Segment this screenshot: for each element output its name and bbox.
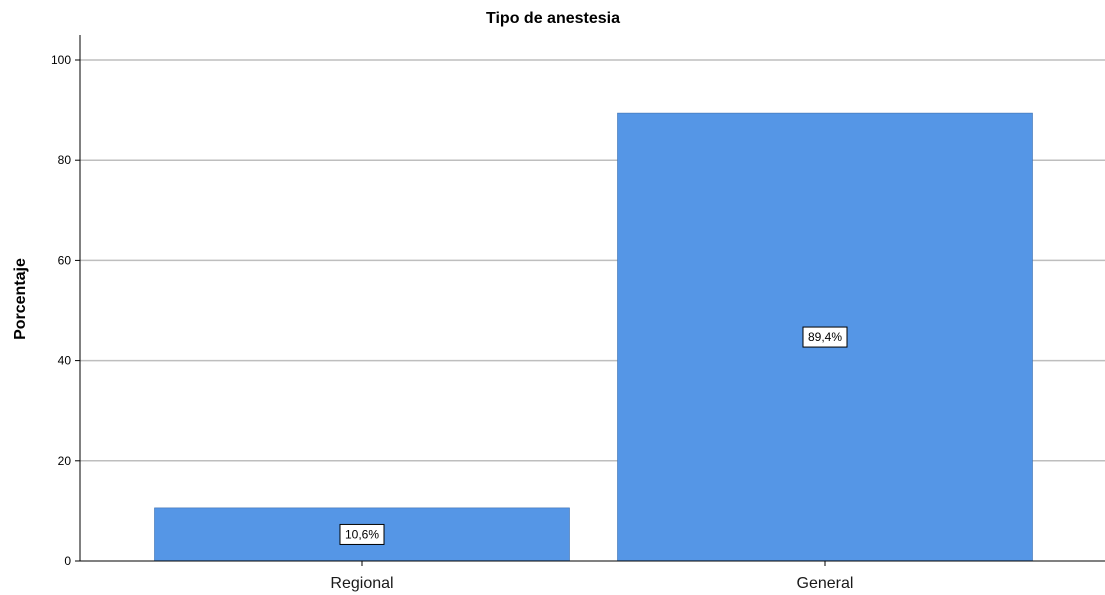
y-tick-label: 20 <box>58 454 72 468</box>
axes: 0 20 40 60 80 100 Regional General <box>51 35 1105 592</box>
data-labels: 10,6% 89,4% <box>339 326 848 545</box>
y-tick-label: 60 <box>58 253 72 267</box>
y-axis-label: Porcentaje <box>12 258 29 340</box>
y-tick-label: 40 <box>58 354 72 368</box>
y-tick-label: 100 <box>51 53 71 67</box>
y-tick-label: 80 <box>58 153 72 167</box>
x-tick-label: General <box>797 575 854 592</box>
y-tick-label: 0 <box>64 554 71 568</box>
chart-title: Tipo de anestesia <box>486 10 620 27</box>
data-label: 10,6% <box>345 527 379 541</box>
bars <box>154 112 1033 562</box>
data-label: 89,4% <box>808 330 842 344</box>
data-label-box <box>802 326 848 348</box>
data-label-box <box>339 523 385 545</box>
x-tick-label: Regional <box>330 575 393 592</box>
